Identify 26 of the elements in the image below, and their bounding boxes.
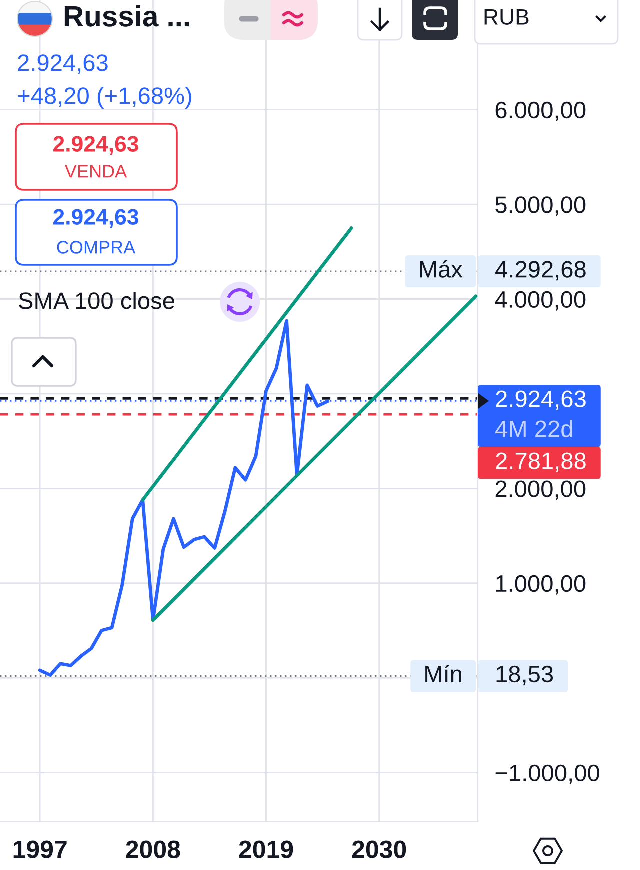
annotation: Mín [426,665,462,682]
x-tick-label: 2019 [239,840,294,858]
y-tick-label: 4.000,00 [495,291,586,311]
annotation: 2.924,63 [54,209,138,228]
y-tick-label: 1.000,00 [496,575,586,595]
text: 4M 22d [496,420,572,438]
annotation: +48,20 (+1,68%) [18,86,192,109]
annotation: 2.924,63 [54,136,138,156]
x-tick-label: 2008 [126,840,180,858]
y-tick-label: 6.000,00 [496,102,586,122]
annotation: VENDA [64,165,128,178]
ref-line-label: 18,53 [496,666,554,686]
ref-line-label: 2.781,88 [496,452,586,472]
annotation: Máx [420,260,463,278]
annotation: COMPRA [57,241,136,254]
x-tick-label: 1997 [14,840,67,858]
annotation: SMA 100 close [19,292,174,310]
text: RUB [484,9,529,25]
y-tick-label: −1.000,00 [496,764,600,784]
ref-line-label: 4.292,68 [496,261,586,281]
y-tick-label: 2.000,00 [496,480,586,500]
annotation: 2.924,63 [18,54,108,74]
x-tick-label: 2030 [352,840,406,858]
ref-line-label: 2.924,63 [496,390,586,410]
y-tick-label: 5.000,00 [496,196,586,216]
chart-title: Russia ... [64,5,190,27]
